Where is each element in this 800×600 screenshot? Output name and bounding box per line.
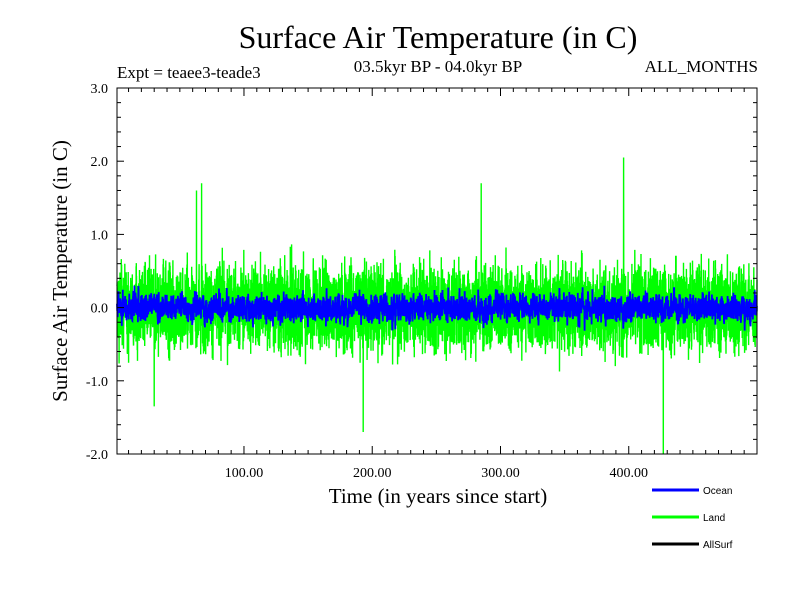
y-axis: -2.0 -1.0 0.0 1.0 2.0 3.0	[86, 82, 757, 463]
y-tick-label: 1.0	[91, 228, 109, 243]
y-axis-label: Surface Air Temperature (in C)	[48, 140, 72, 402]
legend-label-allsurf: AllSurf	[703, 540, 733, 551]
chart-title: Surface Air Temperature (in C)	[239, 19, 638, 55]
legend-label-land: Land	[703, 513, 725, 524]
x-tick-label: 100.00	[225, 466, 264, 481]
x-tick-label: 200.00	[353, 466, 392, 481]
x-tick-label: 400.00	[609, 466, 648, 481]
y-tick-label: 3.0	[91, 82, 109, 97]
x-axis-label: Time (in years since start)	[329, 484, 548, 508]
y-tick-label: 0.0	[91, 302, 109, 317]
ocean-series-line	[116, 285, 758, 331]
y-tick-label: -1.0	[86, 375, 108, 390]
y-tick-label: 2.0	[91, 155, 109, 170]
plot-frame	[116, 87, 758, 455]
chart-legend: Ocean Land AllSurf	[652, 486, 733, 551]
land-series-line	[116, 157, 758, 455]
y-tick-label: -2.0	[86, 448, 108, 463]
experiment-label: Expt = teaee3-teade3	[117, 63, 261, 82]
plot-area	[116, 157, 758, 455]
x-tick-label: 300.00	[481, 466, 520, 481]
x-axis: 100.00 200.00 300.00 400.00	[128, 88, 745, 481]
legend-label-ocean: Ocean	[703, 486, 732, 497]
months-label: ALL_MONTHS	[645, 57, 758, 76]
time-range-label: 03.5kyr BP - 04.0kyr BP	[354, 57, 522, 76]
